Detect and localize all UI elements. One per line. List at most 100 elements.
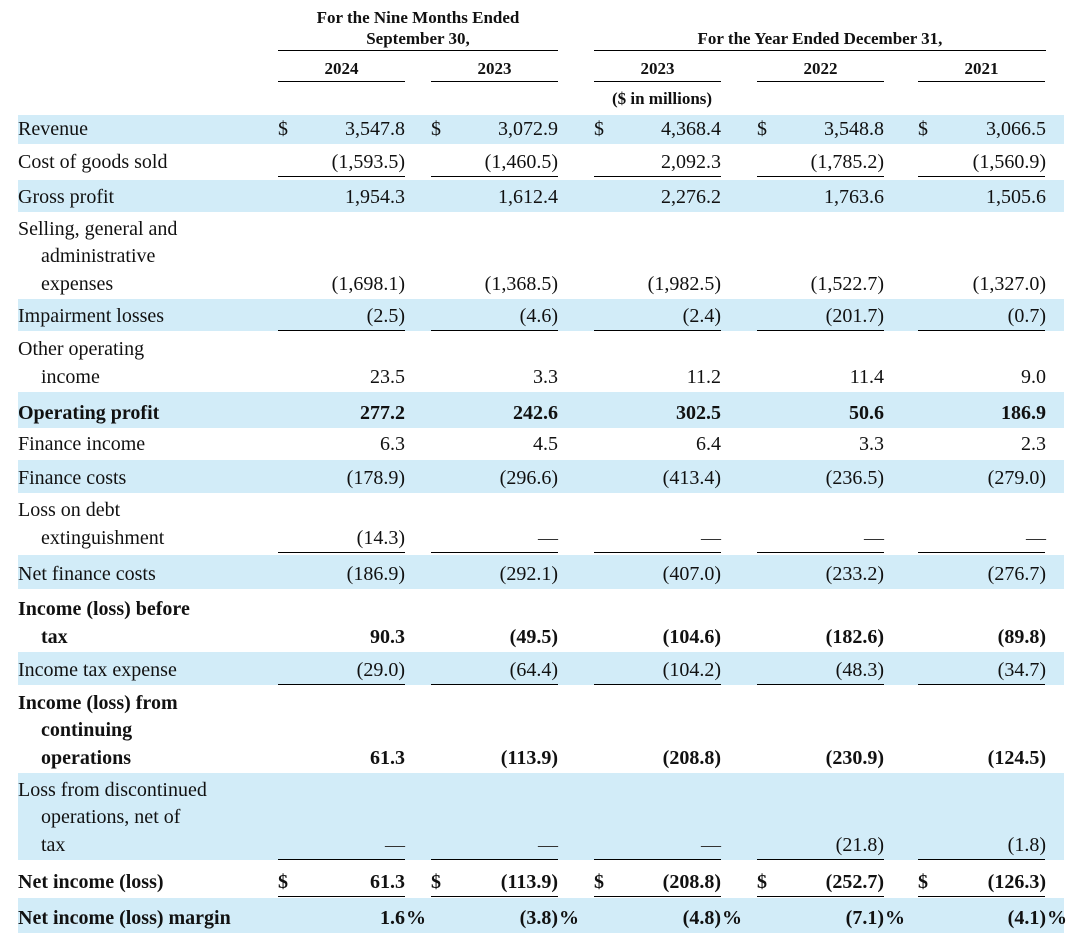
row-label-line: Net income (loss) [18,870,164,893]
row-label-continuation: continuing [41,719,133,741]
row-highlight-band [18,180,1064,212]
cell-value: 2.3 [1021,432,1046,455]
row-highlight-band [18,652,1064,685]
cell-value: 1,954.3 [345,185,405,208]
subtotal-rule [757,176,884,177]
cell-value: (21.8) [835,833,884,856]
cell-value: (3.8) [519,906,558,929]
cell-value: (208.8) [662,746,721,769]
header-nine-months-line2: September 30, [366,29,470,48]
row-label-line: Selling, general and [18,217,178,240]
row-label: Cost of goods sold [18,149,167,177]
subtotal-rule [594,330,721,331]
year-rule [278,81,405,82]
cell-value: (233.2) [825,562,884,585]
subtotal-rule [278,859,405,860]
cell-value: (113.9) [500,870,558,893]
cell-value: (126.3) [987,870,1046,893]
cell-value: 3,066.5 [986,117,1046,140]
header-year-ended: For the Year Ended December 31, [697,29,943,48]
row-label-continuation: expenses [41,272,114,295]
row-label: Selling, general and administrative expens… [18,216,177,299]
percent-sign: % [1047,906,1067,929]
currency-symbol: $ [278,870,288,893]
cell-value: (1.8) [1007,833,1046,856]
cell-value: (124.5) [987,746,1046,769]
subtotal-rule [918,330,1045,331]
cell-value: (1,522.7) [810,272,884,295]
cell-value: (49.5) [509,625,558,648]
year-rule [918,81,1045,82]
row-label-continuation: tax [41,625,68,648]
subtotal-rule [431,552,558,553]
subtotal-rule [594,859,721,860]
cell-value: 6.3 [380,432,405,455]
subtotal-rule [431,859,558,860]
row-highlight-band [18,898,1064,933]
cell-value: 1,612.4 [498,185,558,208]
row-label-line: Impairment losses [18,304,165,327]
cell-value: 186.9 [1001,401,1046,424]
cell-value: (178.9) [346,466,405,489]
cell-value: (104.6) [662,625,721,648]
cell-value: (182.6) [825,625,884,648]
cell-value: 4.5 [533,432,558,455]
percent-sign: % [885,906,905,929]
subtotal-rule [431,330,558,331]
percent-sign: % [559,906,579,929]
header-year-ended-rule [594,50,1046,51]
cell-value: 1,763.6 [824,185,884,208]
header-year-2024: 2024 [324,59,359,78]
year-rule [594,81,721,82]
row-label: Income (loss) from continuing operations [18,690,178,773]
cell-value: (236.5) [825,466,884,489]
cell-value: (1,593.5) [331,150,405,173]
cell-value: 3,547.8 [345,117,405,140]
row-label-continuation: extinguishment [41,526,165,549]
cell-value: 3.3 [533,365,558,388]
row-label-continuation: administrative [41,245,156,267]
cell-value: (4.1) [1007,906,1046,929]
currency-symbol: $ [594,117,604,140]
cell-value: 3.3 [859,432,884,455]
row-label-line: Finance costs [18,466,127,489]
cell-value: (1,982.5) [647,272,721,295]
row-label: Loss from discontinued operations, net of… [18,777,207,860]
row-label-line: Loss on debt [18,499,121,521]
row-label-continuation: income [41,365,100,388]
cell-value: (413.4) [662,466,721,489]
cell-value: (1,698.1) [331,272,405,295]
cell-value: (230.9) [825,746,884,769]
subtotal-rule [278,552,405,553]
row-label-line: Finance income [18,432,146,455]
cell-value: 61.3 [370,870,405,893]
cell-value: (2.5) [366,304,405,327]
row-label-continuation: operations [41,746,131,769]
percent-sign: % [406,906,426,929]
currency-symbol: $ [431,117,441,140]
cell-value: (296.6) [499,466,558,489]
cell-value: 302.5 [676,401,721,424]
row-label-line: Operating profit [18,401,160,424]
cell-value: — [538,833,558,856]
row-label: Income (loss) before tax [18,596,190,651]
row-label-line: Gross profit [18,185,115,208]
cell-value: (201.7) [825,304,884,327]
row-label: Net income (loss) margin [18,905,231,933]
cell-value: (104.2) [662,658,721,681]
row-label: Finance income [18,431,145,459]
cell-value: (276.7) [987,562,1046,585]
cell-value: 90.3 [370,625,405,648]
currency-symbol: $ [594,870,604,893]
row-label: Loss on debt extinguishment [18,497,164,552]
row-label: Gross profit [18,184,114,212]
units-note: ($ in millions) [611,89,713,108]
year-rule [431,81,558,82]
row-label: Other operating income [18,336,144,391]
header-nine-months-rule [278,50,558,51]
currency-symbol: $ [918,870,928,893]
cell-value: 9.0 [1021,365,1046,388]
cell-value: (89.8) [997,625,1046,648]
header-year-2023: 2023 [640,59,675,78]
cell-value: 3,548.8 [824,117,884,140]
